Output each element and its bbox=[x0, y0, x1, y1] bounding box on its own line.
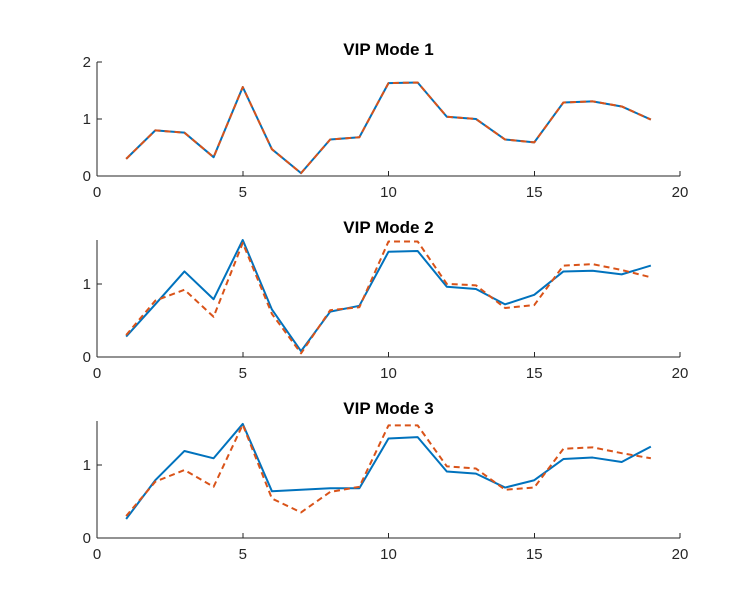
x-tick-label: 5 bbox=[239, 546, 247, 563]
series-line-dashed bbox=[125, 240, 652, 355]
subplot-title: VIP Mode 1 bbox=[343, 40, 433, 59]
series-line-dashed bbox=[125, 81, 652, 175]
x-tick-label: 5 bbox=[239, 365, 247, 382]
y-tick-label: 1 bbox=[83, 276, 91, 293]
x-tick-label: 15 bbox=[526, 365, 543, 382]
subplot-3: VIP Mode 3 0 5 10 15 20 0 1 bbox=[83, 399, 689, 563]
x-tick-label: 10 bbox=[380, 546, 397, 563]
series-line-solid bbox=[125, 422, 652, 520]
x-tick-label: 0 bbox=[93, 546, 101, 563]
x-tick-label: 0 bbox=[93, 365, 101, 382]
subplot-2: VIP Mode 2 0 5 10 15 20 0 1 bbox=[83, 218, 689, 382]
x-tick-label: 20 bbox=[672, 365, 689, 382]
subplot-title: VIP Mode 2 bbox=[343, 218, 433, 237]
x-tick-label: 10 bbox=[380, 365, 397, 382]
y-tick-label: 0 bbox=[83, 168, 91, 185]
x-tick-label: 5 bbox=[239, 184, 247, 201]
x-tick-label: 15 bbox=[526, 546, 543, 563]
x-tick-label: 20 bbox=[672, 546, 689, 563]
y-tick-label: 1 bbox=[83, 111, 91, 128]
series-line-solid bbox=[125, 81, 652, 175]
y-tick-label: 2 bbox=[83, 54, 91, 71]
y-tick-label: 0 bbox=[83, 349, 91, 366]
x-tick-label: 20 bbox=[672, 184, 689, 201]
subplot-1: VIP Mode 1 0 5 10 15 20 0 1 2 bbox=[83, 40, 689, 201]
subplot-title: VIP Mode 3 bbox=[343, 399, 433, 418]
series-line-dashed bbox=[125, 423, 652, 517]
series-line-solid bbox=[125, 239, 652, 353]
y-tick-label: 0 bbox=[83, 530, 91, 547]
x-tick-label: 10 bbox=[380, 184, 397, 201]
y-tick-label: 1 bbox=[83, 457, 91, 474]
x-tick-label: 15 bbox=[526, 184, 543, 201]
x-tick-label: 0 bbox=[93, 184, 101, 201]
